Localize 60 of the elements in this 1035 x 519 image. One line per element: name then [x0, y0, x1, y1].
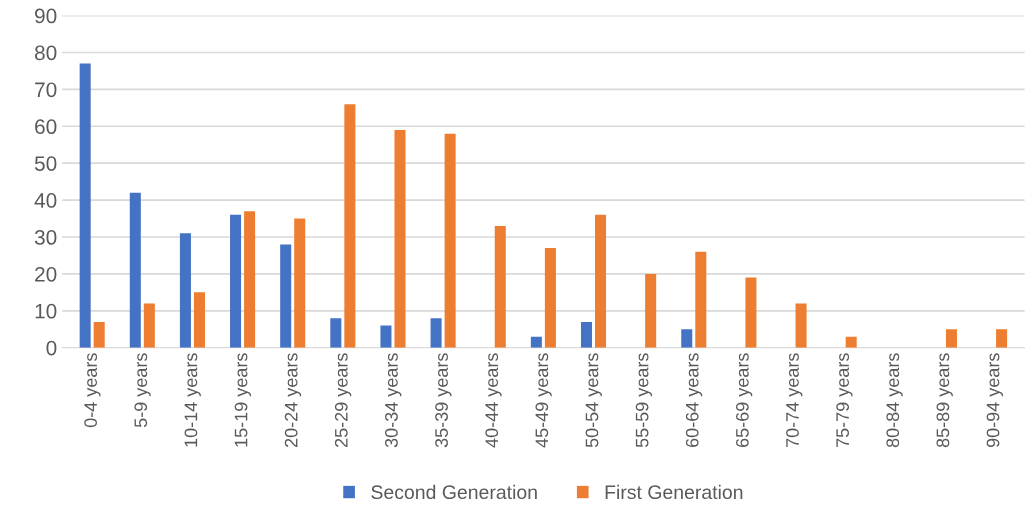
x-tick-label: 70-74 years — [786, 353, 803, 447]
bar — [996, 329, 1008, 348]
bar — [380, 325, 392, 348]
bar — [795, 303, 807, 348]
y-tick-label: 60 — [35, 119, 57, 135]
x-tick-label: 90-94 years — [986, 353, 1003, 448]
x-tick-label: 80-84 years — [886, 353, 903, 448]
bar — [695, 251, 707, 348]
x-tick-label: 40-44 years — [485, 353, 502, 448]
legend-label: Second Generation — [371, 484, 537, 500]
bar — [143, 303, 155, 348]
x-tick-label: 35-39 years — [435, 353, 452, 448]
x-tick-label: 25-29 years — [334, 353, 352, 448]
bar — [595, 214, 607, 348]
x-tick-label: 15-19 years — [234, 353, 251, 447]
y-tick-label: 40 — [34, 193, 57, 208]
bar — [230, 214, 242, 348]
bar — [681, 329, 693, 348]
bar — [294, 218, 306, 348]
bar — [330, 318, 342, 348]
bar — [193, 292, 205, 348]
bar — [530, 336, 542, 348]
bar — [179, 233, 191, 348]
x-tick-label: 85-89 years — [936, 353, 953, 448]
bar — [444, 133, 456, 348]
x-tick-label: 45-49 years — [535, 353, 552, 448]
bar — [244, 211, 256, 348]
bar — [544, 248, 556, 348]
bar — [129, 192, 141, 348]
x-tick-label: 10-14 years — [184, 353, 201, 447]
bar — [745, 277, 757, 348]
bar — [645, 273, 657, 348]
x-tick-label: 60-64 years — [685, 353, 703, 448]
x-tick-label: 75-79 years — [836, 353, 853, 447]
bar — [945, 329, 957, 348]
bar — [845, 336, 857, 348]
bar — [580, 321, 592, 348]
y-tick-label: 90 — [35, 8, 57, 24]
y-tick-label: 70 — [35, 82, 57, 98]
bar — [344, 104, 356, 348]
bar — [494, 225, 506, 348]
x-tick-label: 30-34 years — [385, 353, 402, 448]
x-tick-label: 65-69 years — [735, 353, 753, 448]
y-tick-label: 10 — [35, 303, 57, 319]
y-tick-label: 0 — [46, 340, 57, 356]
x-tick-label: 55-59 years — [635, 353, 653, 448]
bar — [280, 244, 292, 348]
bar — [79, 63, 91, 348]
y-tick-label: 80 — [34, 45, 57, 61]
y-tick-label: 20 — [35, 266, 57, 282]
bar — [394, 129, 406, 348]
x-tick-label: 50-54 years — [585, 353, 602, 448]
x-tick-label: 20-24 years — [284, 353, 302, 448]
legend-label: First Generation — [605, 484, 743, 500]
y-tick-label: 30 — [34, 230, 57, 245]
x-tick-label: 5-9 years — [134, 353, 151, 428]
bar — [430, 318, 442, 348]
x-tick-label: 0-4 years — [84, 353, 101, 428]
bar — [93, 321, 105, 348]
y-tick-label: 50 — [34, 156, 57, 171]
